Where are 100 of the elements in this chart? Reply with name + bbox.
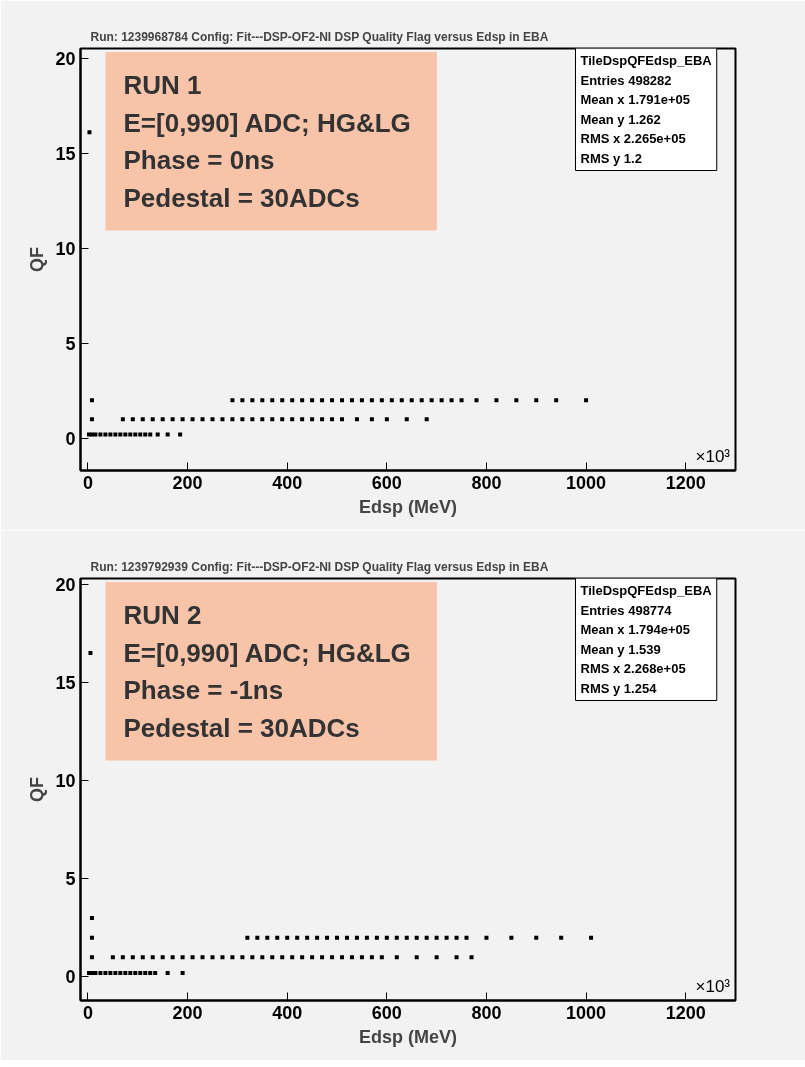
point <box>320 398 325 403</box>
point <box>359 398 364 403</box>
point <box>148 432 153 437</box>
point <box>554 398 559 403</box>
point <box>220 417 225 422</box>
point <box>155 432 160 437</box>
x-tick-label: 1000 <box>566 1002 607 1023</box>
x-axis-title: Edsp (MeV) <box>359 496 458 517</box>
point <box>118 432 123 437</box>
point <box>300 398 305 403</box>
point <box>128 432 133 437</box>
point <box>120 417 125 422</box>
point <box>379 398 384 403</box>
point <box>170 417 175 422</box>
x-tick-label: 600 <box>371 472 402 493</box>
point <box>354 417 359 422</box>
point <box>389 398 394 403</box>
point <box>290 417 295 422</box>
point <box>320 417 325 422</box>
point <box>113 432 118 437</box>
annotation: ×10³ <box>695 977 731 996</box>
y-tick-label: 20 <box>55 48 76 69</box>
point <box>93 432 98 437</box>
point <box>270 417 275 422</box>
y-tick-label: 5 <box>65 869 76 890</box>
point <box>369 417 374 422</box>
annotation: ×10³ <box>695 447 731 466</box>
point <box>429 398 434 403</box>
point <box>404 417 409 422</box>
point <box>260 417 265 422</box>
x-tick-label: 0 <box>82 472 93 493</box>
point <box>280 417 285 422</box>
point <box>474 398 479 403</box>
annotation: TileDspQFEdsp_EBA Entries 498774 Mean x 1.794e+05 Mean y 1.539 RMS x 2.268e+05 RMS y 1.254 <box>580 583 713 696</box>
point <box>103 432 108 437</box>
point <box>310 398 315 403</box>
x-tick-label: 400 <box>272 1002 303 1023</box>
point <box>330 417 335 422</box>
point <box>459 398 464 403</box>
point <box>419 398 424 403</box>
point <box>150 417 155 422</box>
point <box>250 417 255 422</box>
point <box>494 398 499 403</box>
point <box>260 398 265 403</box>
point <box>340 398 344 403</box>
x-tick-label: 400 <box>272 472 303 493</box>
point <box>89 417 94 422</box>
point <box>369 398 374 403</box>
x-tick-label: 800 <box>471 1002 502 1023</box>
point <box>300 417 305 422</box>
point <box>240 417 245 422</box>
point <box>534 398 539 403</box>
point <box>384 417 389 422</box>
point <box>138 432 143 437</box>
point <box>165 432 170 437</box>
annotation: RUN 1 E=[0,990] ADC; HG&LG Phase = 0ns Pedestal = 30ADCs <box>123 70 411 213</box>
point <box>123 432 128 437</box>
point <box>330 398 335 403</box>
y-tick-label: 5 <box>65 333 76 354</box>
annotation: TileDspQFEdsp_EBA Entries 498282 Mean x 1.791e+05 Mean y 1.262 RMS x 2.265e+05 RMS y 1.2 <box>580 53 713 166</box>
point <box>140 417 145 422</box>
point <box>270 398 275 403</box>
point <box>409 398 414 403</box>
x-tick-label: 1200 <box>665 1002 706 1023</box>
point <box>130 417 135 422</box>
x-tick-label: 1000 <box>566 472 607 493</box>
point <box>310 417 315 422</box>
point <box>399 398 404 403</box>
point <box>190 417 195 422</box>
point <box>449 398 454 403</box>
point <box>230 417 235 422</box>
x-tick-label: 1200 <box>665 472 706 493</box>
point <box>89 398 94 403</box>
point <box>133 432 138 437</box>
point <box>108 432 113 437</box>
y-tick-label: 10 <box>55 771 76 792</box>
point <box>200 417 205 422</box>
point <box>584 398 589 403</box>
point <box>290 398 295 403</box>
point <box>180 417 185 422</box>
point <box>439 398 444 403</box>
x-tick-label: 600 <box>371 1002 402 1023</box>
y-axis-title: QF <box>27 247 48 272</box>
point <box>210 417 215 422</box>
point <box>240 398 245 403</box>
y-tick-label: 10 <box>55 238 76 259</box>
y-tick-label: 20 <box>55 574 76 595</box>
x-tick-label: 200 <box>172 472 203 493</box>
point <box>424 417 429 422</box>
y-tick-label: 0 <box>65 967 76 988</box>
annotation: RUN 2 E=[0,990] ADC; HG&LG Phase = -1ns Pedestal = 30ADCs <box>123 600 411 743</box>
y-axis-title: QF <box>27 777 48 802</box>
point <box>280 398 285 403</box>
y-tick-label: 15 <box>55 143 76 164</box>
point <box>178 432 183 437</box>
y-tick-label: 0 <box>65 428 76 449</box>
point <box>87 130 92 135</box>
point <box>514 398 519 403</box>
x-tick-label: 0 <box>82 1002 93 1023</box>
x-tick-label: 200 <box>172 1002 203 1023</box>
